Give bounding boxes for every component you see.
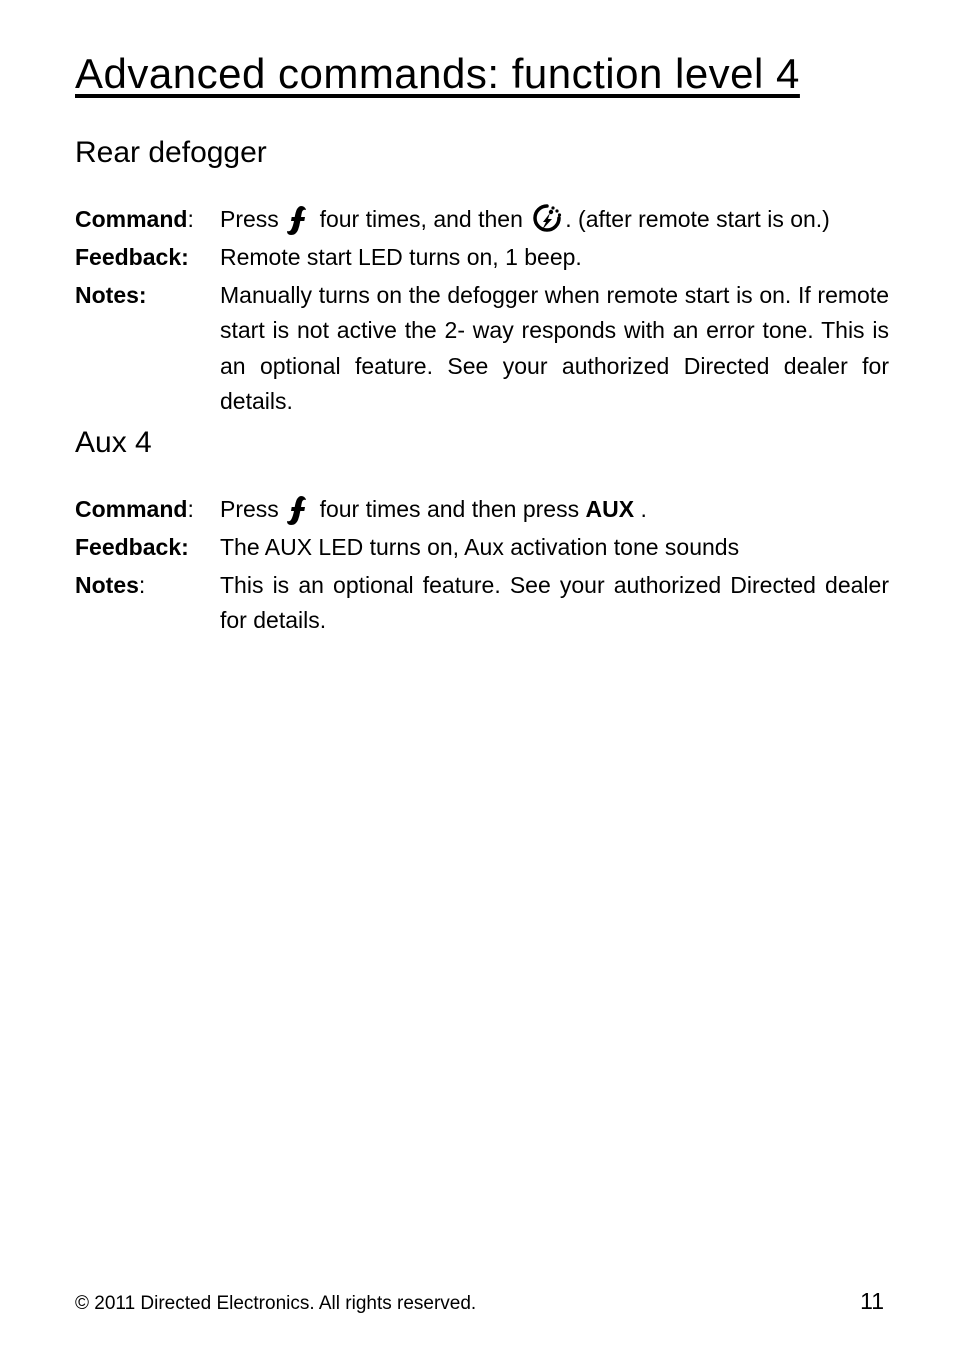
page-number: 11 [860, 1288, 884, 1315]
row-value: Remote start LED turns on, 1 beep. [220, 240, 889, 276]
row-label: Notes: [75, 568, 220, 604]
section-heading: Rear defogger [75, 136, 889, 170]
row-value: This is an optional feature. See your au… [220, 568, 889, 639]
feedback-row: Feedback: Remote start LED turns on, 1 b… [75, 240, 889, 276]
remote-start-icon [529, 200, 565, 234]
row-label: Feedback: [75, 530, 220, 566]
notes-row: Notes: Manually turns on the defogger wh… [75, 278, 889, 421]
row-label: Notes: [75, 278, 220, 314]
copyright-text: © 2011 Directed Electronics. All rights … [75, 1293, 476, 1315]
row-value: Manually turns on the defogger when remo… [220, 278, 889, 421]
row-value: Press four times, and then . (after remo… [220, 202, 889, 238]
section-rear-defogger: Rear defogger Command: Press four times,… [75, 136, 889, 420]
feedback-row: Feedback: The AUX LED turns on, Aux acti… [75, 530, 889, 566]
row-value: The AUX LED turns on, Aux activation ton… [220, 530, 889, 566]
f-icon [285, 202, 313, 236]
command-row: Command: Press four times and then press… [75, 492, 889, 528]
row-label: Feedback: [75, 240, 220, 276]
notes-row: Notes: This is an optional feature. See … [75, 568, 889, 639]
page-title: Advanced commands: function level 4 [75, 50, 889, 98]
section-heading: Aux 4 [75, 426, 889, 460]
page-footer: © 2011 Directed Electronics. All rights … [75, 1288, 884, 1315]
command-row: Command: Press four times, and then . (a… [75, 202, 889, 238]
row-label: Command: [75, 492, 220, 528]
section-aux4: Aux 4 Command: Press four times and then… [75, 426, 889, 639]
f-icon [285, 492, 313, 526]
row-label: Command: [75, 202, 220, 238]
row-value: Press four times and then press AUX . [220, 492, 889, 528]
page: Advanced commands: function level 4 Rear… [0, 0, 954, 1359]
